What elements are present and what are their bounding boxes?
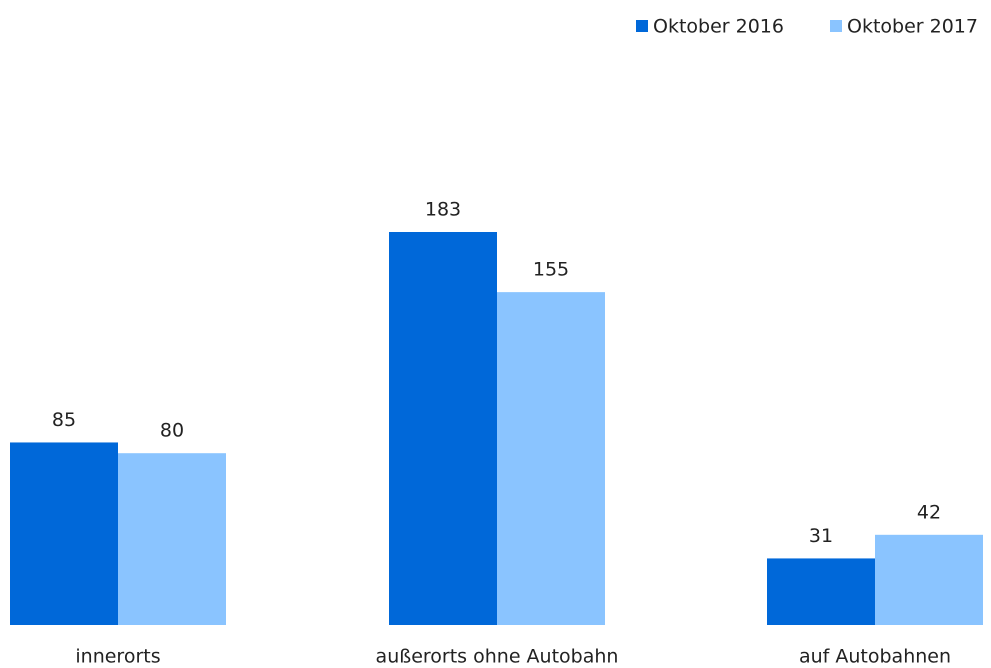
x-tick-label: innerorts (75, 646, 160, 668)
x-tick-label: auf Autobahnen (799, 646, 951, 668)
bar (10, 442, 118, 625)
value-label: 31 (809, 525, 833, 547)
bar (497, 292, 605, 625)
value-label: 85 (52, 409, 76, 431)
bar (767, 558, 875, 625)
legend-swatch (830, 20, 842, 32)
legend-label: Oktober 2017 (847, 16, 978, 38)
bar (875, 534, 983, 625)
value-label: 155 (533, 259, 569, 281)
value-label: 80 (160, 420, 184, 442)
value-label: 183 (425, 199, 461, 221)
x-tick-label: außerorts ohne Autobahn (376, 646, 619, 668)
value-label: 42 (917, 501, 941, 523)
bar (389, 232, 497, 625)
legend-swatch (636, 20, 648, 32)
bar (118, 453, 226, 625)
legend-label: Oktober 2016 (653, 16, 784, 38)
